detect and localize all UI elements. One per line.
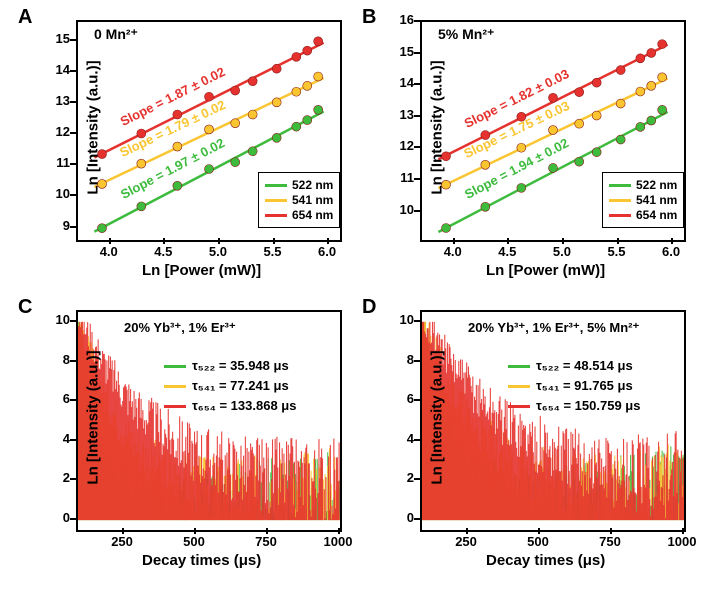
xtick: 5.5 — [255, 244, 291, 259]
ytick: 9 — [46, 218, 70, 233]
panel-c-plot — [76, 310, 342, 532]
ytick: 10 — [46, 312, 70, 327]
ytick: 4 — [390, 431, 414, 446]
legend-item: 522 nm — [609, 178, 677, 192]
xtick: 750 — [248, 534, 284, 549]
ytick: 14 — [46, 62, 70, 77]
ytick: 4 — [46, 431, 70, 446]
ytick: 2 — [46, 470, 70, 485]
ytick: 10 — [390, 202, 414, 217]
panel-b-ylabel: Ln [Intensity (a.u.)] — [429, 60, 446, 194]
tau-legend-item: τ₅₄₁ = 77.241 μs — [164, 378, 289, 393]
xtick: 250 — [104, 534, 140, 549]
xtick: 750 — [592, 534, 628, 549]
ytick: 8 — [46, 352, 70, 367]
panel-c-ylabel: Ln [Intensity (a.u.)] — [85, 350, 102, 484]
ytick: 6 — [46, 391, 70, 406]
ytick: 12 — [390, 138, 414, 153]
xtick: 4.0 — [435, 244, 471, 259]
legend: 522 nm541 nm654 nm — [258, 172, 340, 228]
panel-c-label: C — [18, 296, 32, 319]
legend-item: 654 nm — [609, 208, 677, 222]
xtick: 5.0 — [544, 244, 580, 259]
xtick: 1000 — [664, 534, 700, 549]
ytick: 6 — [390, 391, 414, 406]
legend-item: 541 nm — [609, 193, 677, 207]
ytick: 11 — [390, 170, 414, 185]
panel-d-xlabel: Decay times (μs) — [486, 552, 605, 569]
xtick: 250 — [448, 534, 484, 549]
panel-c: C Ln [Intensity (a.u.)] Decay times (μs)… — [14, 296, 354, 576]
composition-label: 20% Yb³⁺, 1% Er³⁺, 5% Mn²⁺ — [468, 320, 639, 336]
xtick: 6.0 — [653, 244, 689, 259]
ytick: 10 — [390, 312, 414, 327]
composition-label: 20% Yb³⁺, 1% Er³⁺ — [124, 320, 236, 336]
ytick: 8 — [390, 352, 414, 367]
xtick: 500 — [520, 534, 556, 549]
panel-a-title: 0 Mn²⁺ — [94, 26, 138, 43]
xtick: 6.0 — [309, 244, 345, 259]
panel-b-label: B — [362, 6, 376, 29]
ytick: 12 — [46, 124, 70, 139]
panel-d-plot — [420, 310, 686, 532]
legend-item: 522 nm — [265, 178, 333, 192]
panel-a-label: A — [18, 6, 32, 29]
ytick: 11 — [46, 155, 70, 170]
panel-b-xlabel: Ln [Power (mW)] — [486, 262, 605, 279]
figure: A 0 Mn²⁺ Ln [Intensity (a.u.)] Ln [Power… — [0, 0, 708, 590]
legend-item: 654 nm — [265, 208, 333, 222]
tau-legend-item: τ₅₄₁ = 91.765 μs — [508, 378, 633, 393]
panel-a: A 0 Mn²⁺ Ln [Intensity (a.u.)] Ln [Power… — [14, 6, 354, 286]
ytick: 15 — [390, 44, 414, 59]
ytick: 13 — [390, 107, 414, 122]
tau-legend-item: τ₅₂₂ = 48.514 μs — [508, 358, 633, 373]
panel-d-label: D — [362, 296, 376, 319]
ytick: 13 — [46, 93, 70, 108]
panel-c-xlabel: Decay times (μs) — [142, 552, 261, 569]
ytick: 16 — [390, 12, 414, 27]
xtick: 4.5 — [145, 244, 181, 259]
ytick: 14 — [390, 75, 414, 90]
ytick: 15 — [46, 31, 70, 46]
xtick: 5.5 — [599, 244, 635, 259]
xtick: 500 — [176, 534, 212, 549]
legend: 522 nm541 nm654 nm — [602, 172, 684, 228]
panel-a-xlabel: Ln [Power (mW)] — [142, 262, 261, 279]
ytick: 10 — [46, 186, 70, 201]
tau-legend-item: τ₆₅₄ = 133.868 μs — [164, 398, 296, 413]
panel-b-title: 5% Mn²⁺ — [438, 26, 494, 43]
xtick: 5.0 — [200, 244, 236, 259]
panel-d-ylabel: Ln [Intensity (a.u.)] — [429, 350, 446, 484]
ytick: 0 — [390, 510, 414, 525]
panel-d: D Ln [Intensity (a.u.)] Decay times (μs)… — [358, 296, 698, 576]
ytick: 0 — [46, 510, 70, 525]
xtick: 4.5 — [489, 244, 525, 259]
tau-legend-item: τ₅₂₂ = 35.948 μs — [164, 358, 289, 373]
ytick: 2 — [390, 470, 414, 485]
tau-legend-item: τ₆₅₄ = 150.759 μs — [508, 398, 640, 413]
xtick: 4.0 — [91, 244, 127, 259]
panel-a-ylabel: Ln [Intensity (a.u.)] — [85, 60, 102, 194]
legend-item: 541 nm — [265, 193, 333, 207]
panel-b: B 5% Mn²⁺ Ln [Intensity (a.u.)] Ln [Powe… — [358, 6, 698, 286]
xtick: 1000 — [320, 534, 356, 549]
